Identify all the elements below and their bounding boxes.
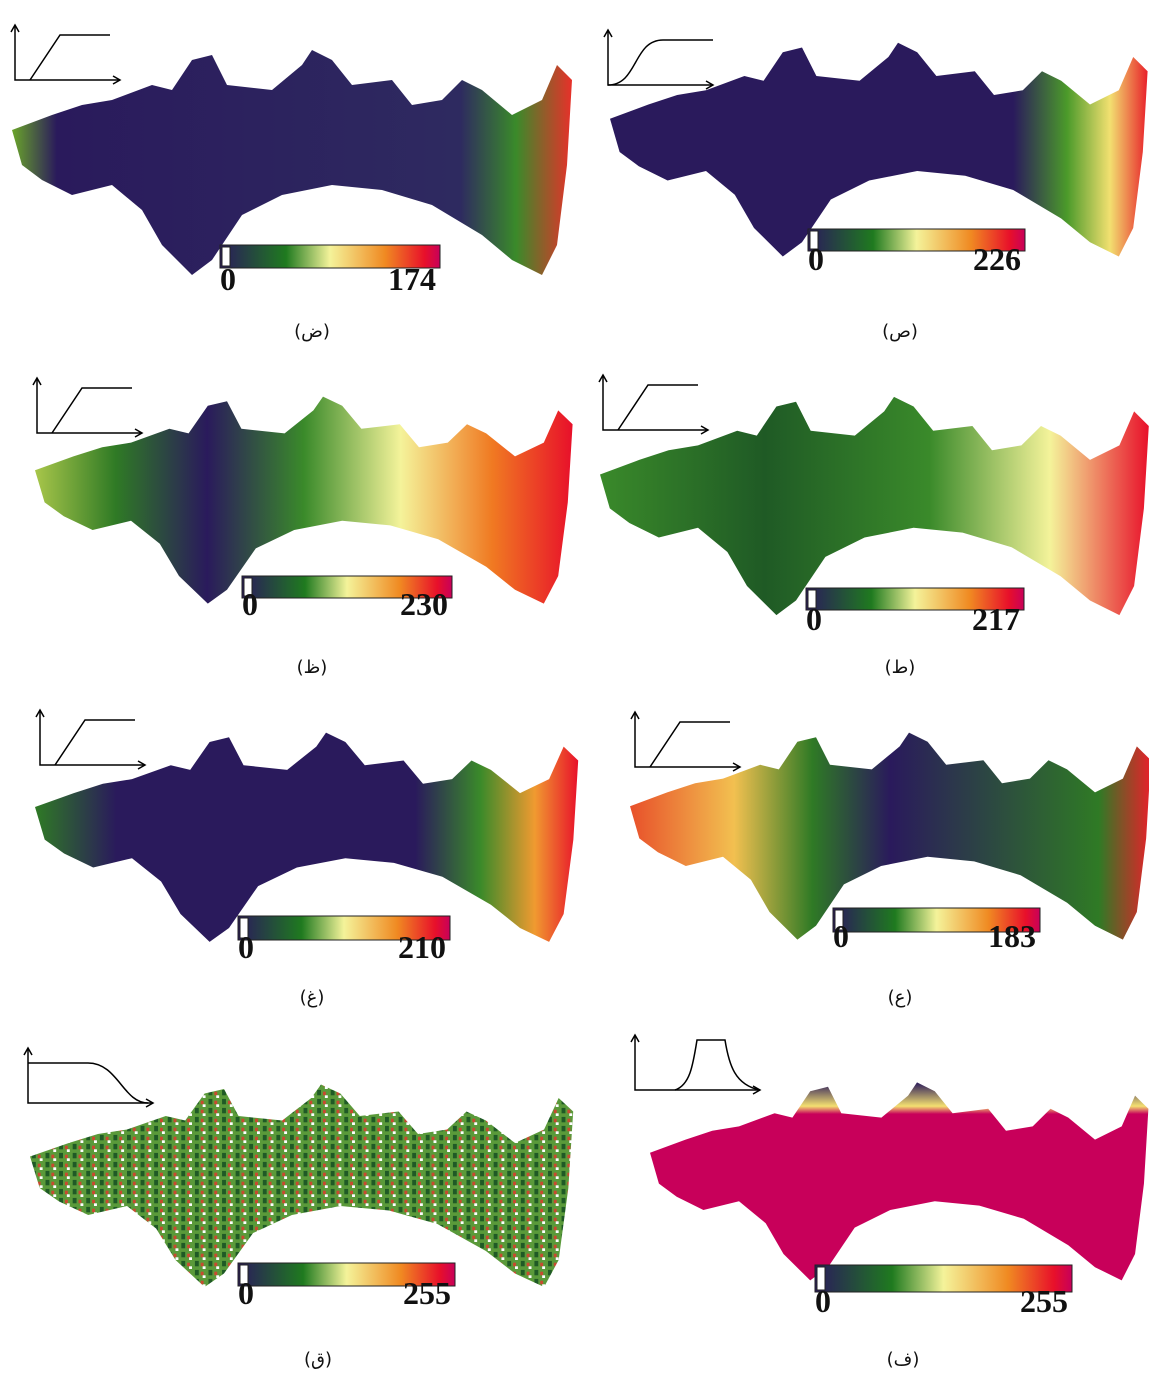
legend-min: 0 bbox=[806, 601, 822, 637]
caption: (ض) bbox=[294, 321, 330, 342]
function-axes bbox=[603, 375, 708, 430]
figure: 0 174 (ض) 0 226 (ص) 0 230 (ظ) 0 217 (ط) 0 210 (غ) 0 183 (… bbox=[0, 0, 1149, 1381]
membership-curve bbox=[608, 40, 713, 85]
caption: (ف) bbox=[887, 1349, 920, 1370]
legend-max: 210 bbox=[398, 929, 446, 965]
caption: (ص) bbox=[882, 321, 918, 342]
legend-min: 0 bbox=[242, 586, 258, 622]
legend-min: 0 bbox=[808, 241, 824, 277]
caption: (ق) bbox=[304, 1349, 332, 1370]
function-axes bbox=[40, 710, 145, 765]
function-axes bbox=[635, 712, 740, 767]
caption: (ع) bbox=[888, 987, 913, 1008]
function-axes bbox=[28, 1048, 153, 1103]
map bbox=[35, 397, 573, 604]
legend-max: 217 bbox=[972, 601, 1020, 637]
membership-curve bbox=[30, 35, 110, 80]
caption: (ط) bbox=[885, 657, 916, 678]
function-axes bbox=[608, 30, 713, 85]
membership-curve bbox=[675, 1040, 760, 1090]
panel: 0 183 (ع) bbox=[630, 712, 1149, 1008]
membership-curve bbox=[650, 722, 730, 767]
function-axes bbox=[37, 378, 142, 433]
map bbox=[650, 1082, 1148, 1280]
membership-curve bbox=[55, 720, 135, 765]
legend-max: 183 bbox=[988, 918, 1036, 954]
axis-arrows bbox=[631, 712, 740, 771]
function-axes bbox=[15, 25, 120, 80]
membership-curve bbox=[28, 1063, 148, 1103]
legend-max: 255 bbox=[403, 1275, 451, 1311]
map bbox=[12, 50, 572, 275]
panel: 0 255 (ق) bbox=[24, 1048, 573, 1370]
legend-max: 255 bbox=[1020, 1283, 1068, 1319]
axis-arrows bbox=[36, 710, 145, 769]
legend-max: 226 bbox=[973, 241, 1021, 277]
axis-arrows bbox=[599, 375, 708, 434]
panel: 0 230 (ظ) bbox=[33, 378, 573, 678]
legend-min: 0 bbox=[220, 261, 236, 297]
membership-curve bbox=[618, 385, 698, 430]
panel: 0 217 (ط) bbox=[599, 375, 1149, 678]
axis-arrows bbox=[11, 25, 120, 84]
panel: 0 226 (ص) bbox=[604, 30, 1148, 342]
legend-min: 0 bbox=[238, 929, 254, 965]
panel: 0 174 (ض) bbox=[11, 25, 572, 342]
legend-max: 174 bbox=[388, 261, 436, 297]
map bbox=[610, 43, 1148, 257]
membership-curve bbox=[52, 388, 132, 433]
map bbox=[30, 1085, 573, 1288]
caption: (ظ) bbox=[297, 657, 328, 678]
legend-max: 230 bbox=[400, 586, 448, 622]
caption: (غ) bbox=[300, 987, 325, 1008]
axis-arrows bbox=[33, 378, 142, 437]
legend-min: 0 bbox=[833, 918, 849, 954]
axis-arrows bbox=[604, 30, 713, 89]
panel: 0 255 (ف) bbox=[631, 1035, 1148, 1370]
axis-arrows bbox=[631, 1035, 760, 1094]
legend-min: 0 bbox=[238, 1275, 254, 1311]
panel: 0 210 (غ) bbox=[35, 710, 578, 1008]
legend-min: 0 bbox=[815, 1283, 831, 1319]
map bbox=[35, 733, 578, 942]
